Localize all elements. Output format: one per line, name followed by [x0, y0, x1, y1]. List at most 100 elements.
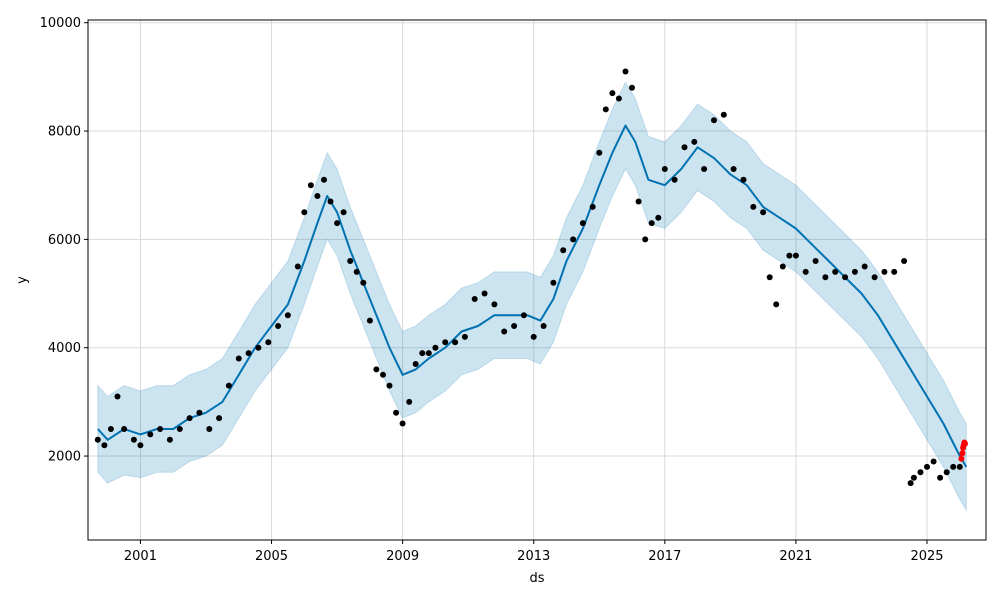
observed-point: [491, 301, 498, 308]
observed-point: [425, 350, 432, 357]
plot-frame: [87, 19, 987, 541]
observed-point: [432, 344, 439, 351]
observed-point: [386, 382, 393, 389]
y-tick-label: 2000: [48, 450, 81, 465]
observed-point: [530, 333, 537, 340]
observed-point: [930, 458, 937, 465]
observed-point: [779, 263, 786, 270]
observed-point: [216, 415, 223, 422]
observed-point: [579, 220, 586, 227]
observed-point: [327, 198, 334, 205]
observed-point: [786, 252, 793, 259]
observed-point: [766, 274, 773, 281]
observed-point: [101, 442, 108, 449]
observed-point: [851, 268, 858, 275]
observed-point: [360, 279, 367, 286]
observed-point: [121, 426, 128, 432]
observed-point: [176, 426, 183, 432]
observed-point: [832, 268, 839, 275]
observed-point: [802, 268, 809, 275]
observed-point: [481, 290, 488, 297]
y-axis-label: y: [15, 276, 30, 284]
observed-point: [956, 463, 963, 470]
recent-point: [958, 455, 965, 462]
observed-point: [792, 252, 799, 259]
observed-point: [137, 442, 144, 449]
x-tick-label: 2001: [124, 549, 157, 564]
observed-point: [550, 279, 557, 286]
observed-point: [943, 469, 950, 476]
observed-point: [740, 176, 747, 183]
recent-point: [962, 440, 968, 447]
observed-point: [681, 144, 688, 151]
observed-point: [871, 274, 878, 281]
observed-point: [602, 106, 609, 113]
observed-point: [393, 409, 400, 416]
recent-point: [959, 450, 966, 457]
observed-point: [107, 426, 114, 432]
observed-point: [861, 263, 868, 270]
observed-point: [419, 350, 426, 357]
observed-point: [471, 296, 478, 302]
observed-point: [907, 480, 914, 487]
observed-point: [750, 203, 757, 210]
observed-point: [760, 209, 767, 216]
y-tick-label: 8000: [48, 125, 81, 140]
observed-point: [284, 312, 291, 319]
y-tick-label: 6000: [48, 233, 81, 248]
observed-point: [461, 333, 468, 340]
observed-point: [130, 436, 137, 443]
observed-point: [186, 415, 193, 422]
observed-point: [412, 361, 419, 367]
observed-point: [596, 149, 603, 156]
grid-lines: [88, 20, 986, 540]
observed-point: [671, 176, 678, 183]
observed-point: [730, 166, 737, 172]
recent-points: [958, 439, 968, 462]
observed-point: [589, 203, 596, 210]
observed-point: [206, 426, 213, 432]
observed-point: [615, 95, 622, 102]
observed-point: [366, 317, 373, 324]
observed-point: [166, 436, 173, 443]
x-tick-label: 2005: [255, 549, 288, 564]
observed-point: [812, 258, 819, 264]
observed-point: [380, 371, 386, 378]
y-tick-label: 4000: [48, 341, 81, 356]
observed-point: [635, 198, 642, 205]
y-tick-label: 10000: [40, 16, 81, 31]
observed-point: [442, 339, 449, 346]
observed-point: [881, 268, 888, 275]
x-tick-label: 2013: [517, 549, 550, 564]
observed-point: [891, 268, 898, 275]
x-axis-ticks: 2001 2005 2009 2013 2017 2021 2025: [124, 540, 944, 564]
observed-point: [225, 382, 232, 389]
observed-point: [265, 339, 272, 346]
forecast-line: [97, 124, 968, 468]
x-tick-label: 2009: [386, 549, 419, 564]
observed-point: [520, 312, 527, 319]
observed-point: [720, 111, 727, 118]
observed-point: [511, 323, 518, 329]
observed-point: [373, 366, 380, 373]
observed-point: [701, 166, 708, 172]
observed-point: [94, 436, 101, 443]
x-axis-label: ds: [529, 571, 544, 586]
observed-point: [235, 355, 242, 362]
observed-point: [406, 398, 413, 405]
observed-point: [691, 138, 698, 145]
observed-point: [648, 220, 655, 227]
observed-point: [560, 247, 567, 254]
x-tick-label: 2017: [648, 549, 681, 564]
observed-point: [353, 268, 360, 275]
observed-point: [901, 258, 908, 264]
observed-point: [910, 474, 917, 481]
observed-point: [711, 117, 717, 124]
observed-point: [622, 68, 629, 75]
observed-point: [629, 84, 635, 91]
forecast-series-line: [97, 124, 968, 468]
observed-point: [321, 176, 327, 183]
observed-point: [307, 182, 314, 189]
